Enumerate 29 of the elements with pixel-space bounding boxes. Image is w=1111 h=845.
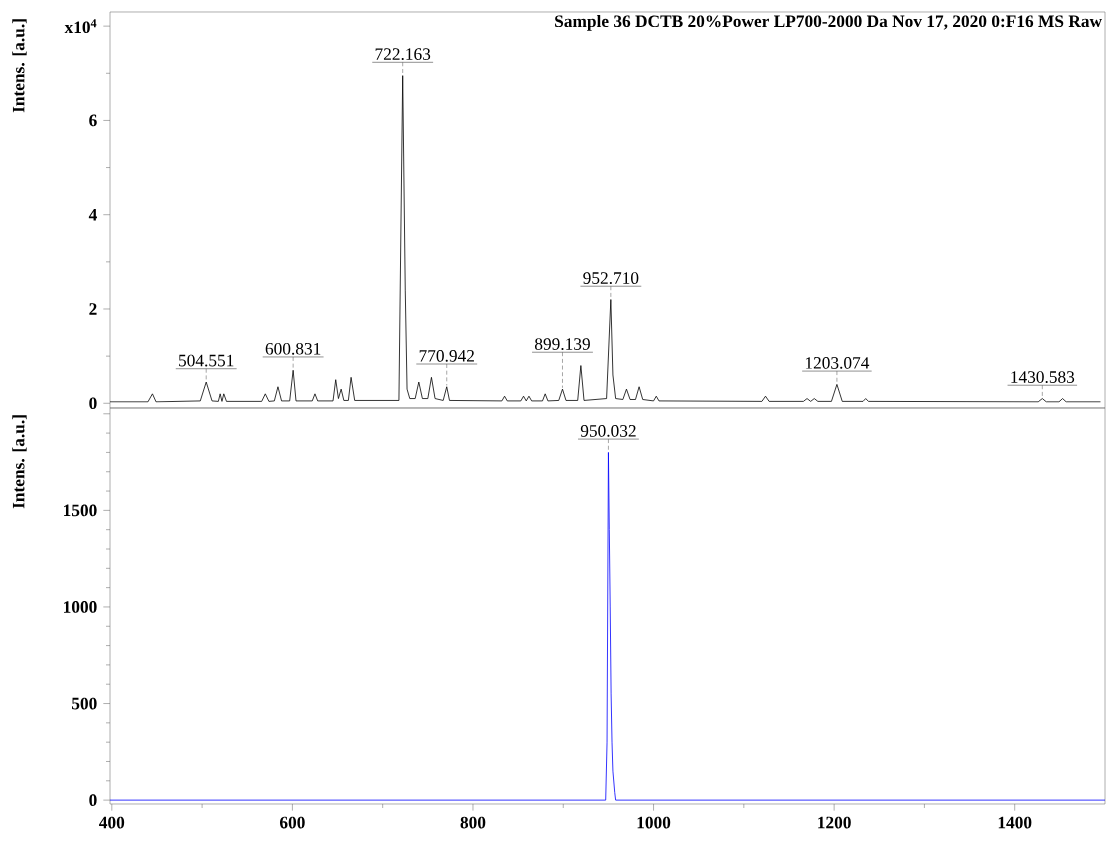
annotation: 600.831 bbox=[265, 342, 321, 355]
y-axis-title: Intens. [a.u.] bbox=[12, 415, 27, 509]
x-tick-label: 1000 bbox=[637, 816, 671, 829]
x-tick-label: 600 bbox=[279, 816, 305, 829]
x-tick-label: 1400 bbox=[998, 816, 1032, 829]
annotation: 899.139 bbox=[534, 338, 590, 350]
x-tick-label: 800 bbox=[460, 816, 486, 829]
y-tick-label: 2 bbox=[89, 303, 97, 315]
annotation: 722.163 bbox=[375, 48, 431, 61]
x-tick-label: 1200 bbox=[818, 816, 851, 829]
chart-title: Sample 36 DCTB 20%Power LP700-2000 Da Nov 17, 2020 0:F16 MS Raw bbox=[555, 14, 1102, 31]
annotation: 1430.583 bbox=[1011, 371, 1075, 383]
y-tick-label: 6 bbox=[89, 114, 97, 127]
y-tick-label: 1000 bbox=[64, 601, 97, 613]
line-series bbox=[110, 452, 1105, 801]
y-tick-label: 4 bbox=[88, 208, 97, 221]
x-tick-label: 400 bbox=[99, 816, 125, 829]
y-axis-title: Intens. [a.u.] bbox=[12, 19, 27, 113]
annotation: 770.942 bbox=[419, 349, 474, 362]
y-tick-label: 1500 bbox=[64, 504, 97, 517]
annotation: 1203.074 bbox=[805, 357, 870, 369]
y-tick-label: 0 bbox=[89, 794, 97, 806]
y-tick-label: 0 bbox=[89, 397, 97, 410]
annotation: 504.551 bbox=[179, 354, 234, 367]
annotation: 950.032 bbox=[580, 425, 636, 437]
annotation: 952.710 bbox=[583, 272, 639, 284]
line-series bbox=[110, 75, 1101, 403]
y-tick-label: x10$^{4}$ bbox=[64, 19, 97, 34]
y-tick-label: 500 bbox=[71, 697, 97, 710]
